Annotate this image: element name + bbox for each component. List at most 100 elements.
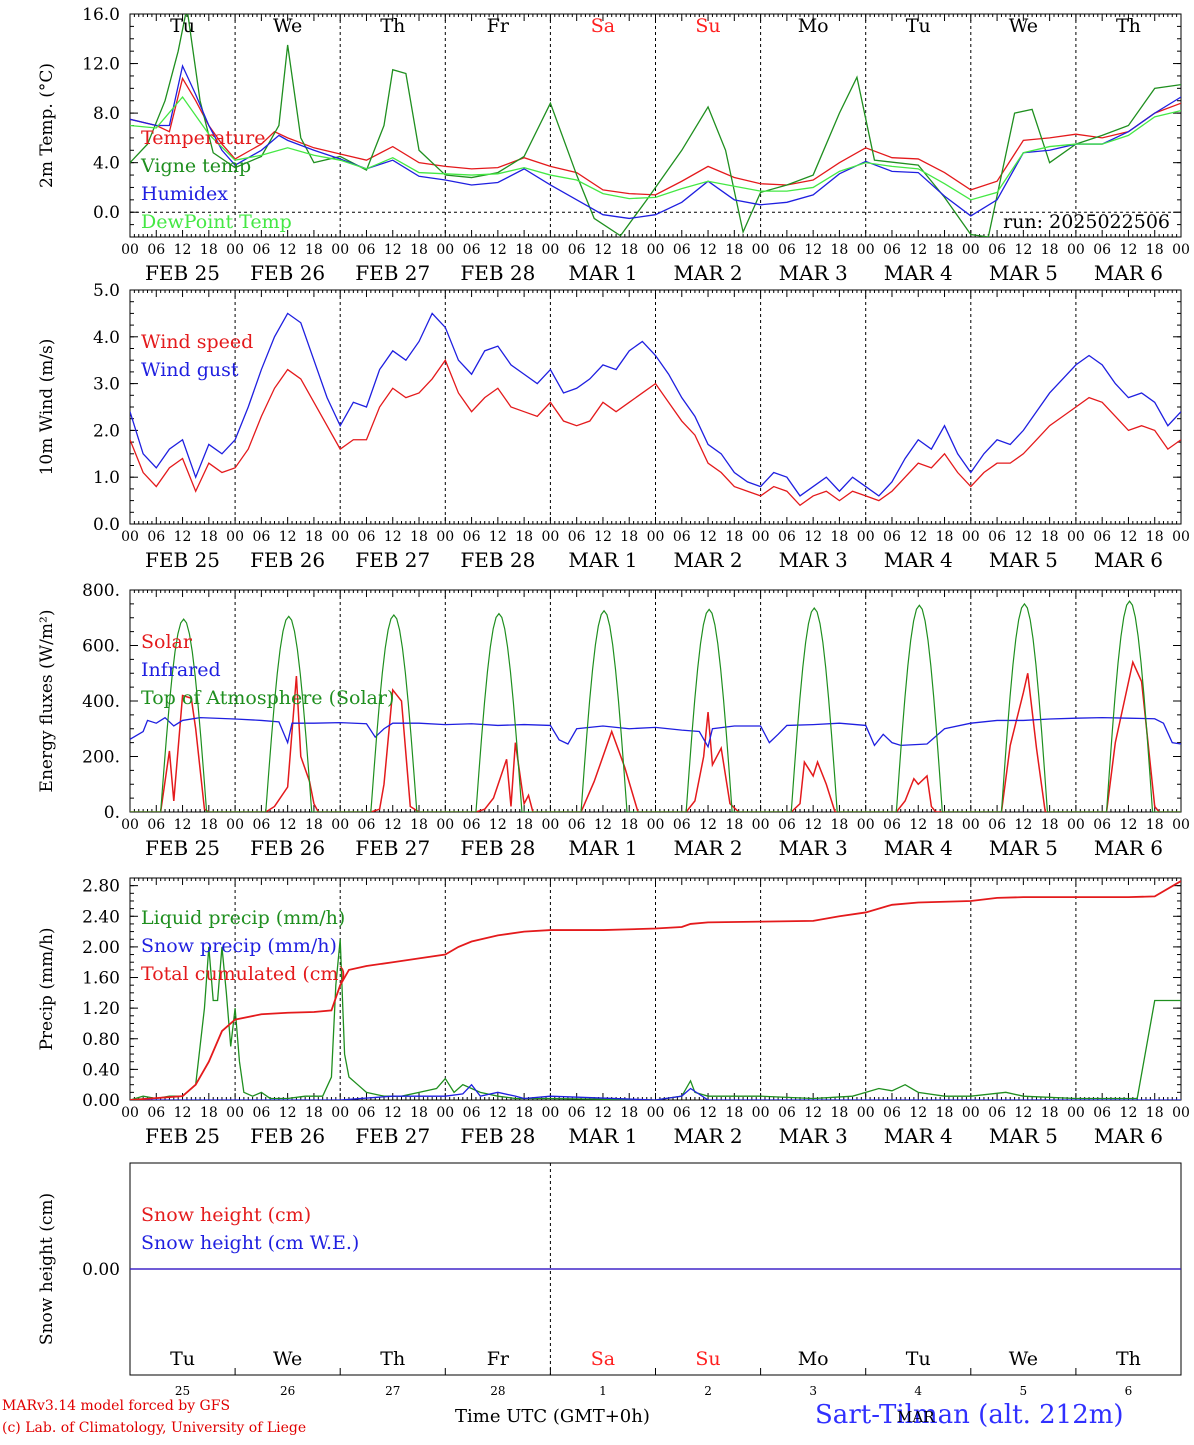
date-label: MAR 4 [884,836,953,860]
day-number-label: 5 [1020,1384,1028,1398]
hour-label: 06 [147,817,165,833]
hour-label: 06 [778,242,796,258]
hour-label: 00 [436,242,454,258]
hour-label: 12 [489,529,507,545]
hour-label: 00 [436,529,454,545]
hour-label: 00 [647,1105,665,1121]
hour-label: 12 [804,529,822,545]
hour-label: 12 [699,1105,717,1121]
date-label: MAR 2 [674,261,743,285]
hour-label: 00 [226,529,244,545]
y-tick-label: 0.00 [82,1091,120,1111]
date-label: MAR 6 [1094,836,1163,860]
date-label: FEB 28 [460,548,535,572]
panel-3: 0. 200. 400. 600. 800. Energy fluxes (W/m²) So… [37,581,1190,860]
hour-label: 00 [752,529,770,545]
date-label: MAR 5 [989,1124,1058,1148]
hour-label: 00 [121,817,139,833]
hour-label: 18 [725,1105,743,1121]
hour-label: 12 [594,1105,612,1121]
hour-label: 12 [804,1105,822,1121]
hour-label: 18 [200,817,218,833]
series-line [130,312,1181,497]
y-tick-label: 0.00 [82,1260,120,1280]
hour-label: 12 [909,529,927,545]
hour-label: 00 [226,1105,244,1121]
hour-label: 18 [305,242,323,258]
legend-entry: Infrared [141,659,221,681]
hour-label: 06 [1093,1105,1111,1121]
hour-label: 18 [725,242,743,258]
hour-label: 12 [1014,817,1032,833]
hour-label: 18 [725,529,743,545]
y-axis-label: 2m Temp. (°C) [37,63,57,188]
hour-label: 00 [541,242,559,258]
day-number-label: 4 [914,1384,922,1398]
hour-label: 06 [778,817,796,833]
hour-label: 06 [673,817,691,833]
hour-label: 18 [1041,242,1059,258]
hour-label: 06 [252,242,270,258]
date-label: MAR 4 [884,261,953,285]
day-number-label: 2 [704,1384,712,1398]
day-number-label: 27 [385,1384,400,1398]
y-axis-label: 10m Wind (m/s) [37,339,57,476]
hour-label: 18 [620,817,638,833]
hour-label: 00 [1172,529,1190,545]
legend-entry: Snow height (cm) [141,1204,311,1226]
y-tick-label: 4.0 [93,328,120,348]
hour-label: 00 [226,242,244,258]
hour-label: 06 [568,529,586,545]
hour-label: 12 [489,1105,507,1121]
hour-label: 12 [1120,529,1138,545]
day-label: Th [1116,1348,1141,1370]
hour-label: 18 [305,1105,323,1121]
date-label: MAR 1 [568,836,637,860]
hour-label: 12 [384,1105,402,1121]
hour-label: 06 [358,242,376,258]
hour-label: 18 [831,529,849,545]
date-label: MAR 5 [989,548,1058,572]
hour-label: 00 [436,1105,454,1121]
hour-label: 06 [568,242,586,258]
series-line [130,600,1181,812]
y-tick-label: 0.80 [82,1030,120,1050]
hour-label: 12 [174,817,192,833]
run-label: run: 2025022506 [1003,211,1170,233]
x-axis-label: Time UTC (GMT+0h) [455,1406,650,1427]
day-number-label: 1 [599,1384,607,1398]
date-label: FEB 26 [250,1124,325,1148]
hour-label: 18 [515,817,533,833]
series-line [130,659,1181,812]
hour-label: 06 [252,529,270,545]
series-line [130,76,1181,196]
hour-label: 00 [331,529,349,545]
hour-label: 12 [909,242,927,258]
hour-label: 06 [883,817,901,833]
y-tick-label: 2.40 [82,907,120,927]
station-label: Sart-Tilman (alt. 212m) [815,1400,1124,1430]
day-label: Su [695,1348,720,1370]
lab-credit: (c) Lab. of Climatology, University of L… [2,1420,307,1436]
hour-label: 06 [358,1105,376,1121]
series-line [130,95,1181,201]
series-group [130,14,1181,237]
day-label: We [273,1348,302,1370]
hour-label: 12 [909,817,927,833]
series-group [130,312,1181,507]
hour-label: 12 [279,1105,297,1121]
date-label: MAR 3 [779,261,848,285]
y-tick-label: 0.0 [93,515,120,535]
panel-4: 0.00 0.40 0.80 1.20 1.60 2.00 2.40 2.80 Precip (… [37,877,1190,1148]
y-tick-label: 1.60 [82,969,120,989]
model-credit: MARv3.14 model forced by GFS [2,1398,231,1414]
hour-label: 18 [1041,529,1059,545]
legend-entry: Humidex [141,183,228,205]
legend-entry: Solar [141,631,193,653]
day-number-label: 28 [490,1384,505,1398]
hour-label: 06 [252,1105,270,1121]
hour-label: 06 [673,242,691,258]
hour-label: 12 [699,529,717,545]
date-label: MAR 1 [568,261,637,285]
